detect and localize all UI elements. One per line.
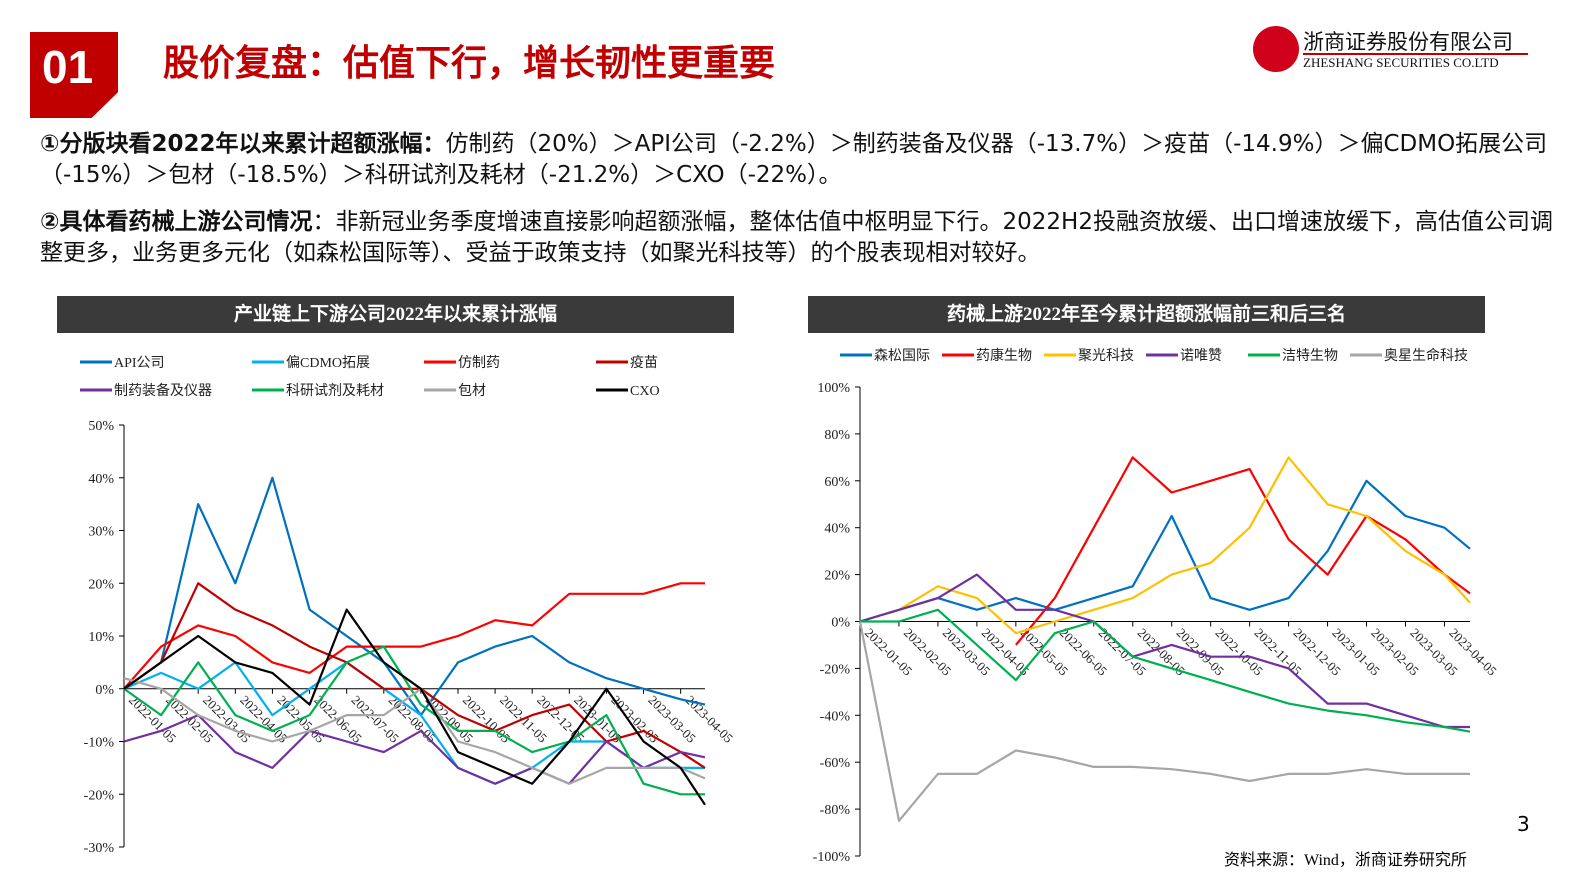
legend-label: 制药装备及仪器: [114, 382, 212, 399]
legend-label: 药康生物: [976, 347, 1032, 364]
logo-emblem-icon: [1253, 26, 1299, 72]
logo-en: ZHESHANG SECURITIES CO.LTD: [1303, 55, 1499, 70]
series-line-聚光科技: [859, 456, 1471, 635]
legend-label: 科研试剂及耗材: [286, 383, 384, 399]
series-line-奥星生命科技: [858, 621, 1470, 822]
section-number: 01: [42, 41, 94, 93]
y-tick-label: 100%: [817, 381, 850, 396]
logo-cn: 浙商证券股份有限公司: [1303, 30, 1513, 54]
paragraph-1-text: 仿制药（20%）＞API公司（-2.2%）＞制药装备及仪器（-13.7%）＞疫苗…: [40, 131, 1548, 188]
series-line-森松国际: [859, 479, 1471, 623]
series-line-仿制药: [123, 582, 705, 690]
legend-label: 疫苗: [630, 355, 658, 371]
legend-label: 奥星生命科技: [1384, 347, 1468, 364]
y-tick-label: 0%: [831, 616, 850, 631]
section-number-badge: 01: [30, 32, 118, 118]
legend-label: 包材: [458, 383, 486, 399]
legend-label: CXO: [630, 384, 660, 399]
y-tick-label: -100%: [813, 850, 851, 865]
legend-label: 洁特生物: [1282, 348, 1338, 364]
company-logo: 浙商证券股份有限公司 ZHESHANG SECURITIES CO.LTD: [1253, 26, 1543, 76]
series-line-科研试剂及耗材: [123, 645, 705, 796]
y-tick-label: 40%: [88, 472, 114, 487]
series-line-制药装备及仪器: [123, 714, 706, 785]
y-tick-label: -40%: [820, 709, 851, 724]
y-tick-label: -60%: [820, 756, 851, 771]
chart-1-title: 产业链上下游公司2022年以来累计涨幅: [57, 296, 734, 333]
slide-title: 股价复盘：估值下行，增长韧性更重要: [163, 43, 776, 84]
paragraph-1: ①分版块看2022年以来累计超额涨幅：仿制药（20%）＞API公司（-2.2%）…: [40, 129, 1555, 191]
y-tick-label: -20%: [84, 788, 115, 803]
source-note: 资料来源：Wind，浙商证券研究所: [1224, 852, 1467, 869]
chart-2-title: 药械上游2022年至今累计超额涨幅前三和后三名: [808, 296, 1485, 333]
y-tick-label: 20%: [824, 569, 850, 584]
legend-label: 偏CDMO拓展: [286, 355, 370, 371]
series-line-洁特生物: [860, 608, 1471, 733]
paragraph-2: ②具体看药械上游公司情况：非新冠业务季度增速直接影响超额涨幅，整体估值中枢明显下…: [40, 207, 1555, 269]
legend-label: 森松国际: [874, 348, 930, 364]
page-number: 3: [1517, 812, 1530, 836]
y-tick-label: 10%: [88, 630, 114, 645]
paragraph-1-lead: ①分版块看2022年以来累计超额涨幅：: [40, 131, 446, 157]
paragraph-2-lead: ②具体看药械上游公司情况: [40, 209, 313, 235]
series-line-药康生物: [1015, 456, 1471, 646]
y-tick-label: 50%: [88, 419, 114, 434]
y-tick-label: -10%: [84, 736, 115, 751]
y-tick-label: 30%: [88, 525, 114, 540]
chart-2: 森松国际 药康生物 聚光科技 诺唯赞 洁特生物 奥星生命科技 -100% -80% -60% -4…: [813, 347, 1500, 865]
logo-divider: [1303, 53, 1528, 55]
paragraph-2-text: ：非新冠业务季度增速直接影响超额涨幅，整体估值中枢明显下行。2022H2投融资放…: [40, 209, 1553, 266]
y-tick-label: -80%: [820, 803, 851, 818]
legend-label: 诺唯赞: [1180, 348, 1222, 364]
series-line-诺唯赞: [859, 573, 1470, 729]
y-tick-label: 60%: [824, 475, 850, 490]
y-tick-label: -30%: [84, 841, 115, 856]
y-tick-label: 0%: [95, 683, 114, 698]
y-tick-label: 80%: [824, 428, 850, 443]
y-tick-label: -20%: [820, 662, 851, 677]
legend-label: 聚光科技: [1078, 348, 1134, 364]
y-tick-label: 40%: [824, 522, 850, 537]
y-tick-label: 20%: [88, 577, 114, 592]
legend-label: 仿制药: [458, 355, 500, 371]
series-line-CXO: [123, 608, 706, 806]
legend-label: API公司: [114, 356, 165, 371]
